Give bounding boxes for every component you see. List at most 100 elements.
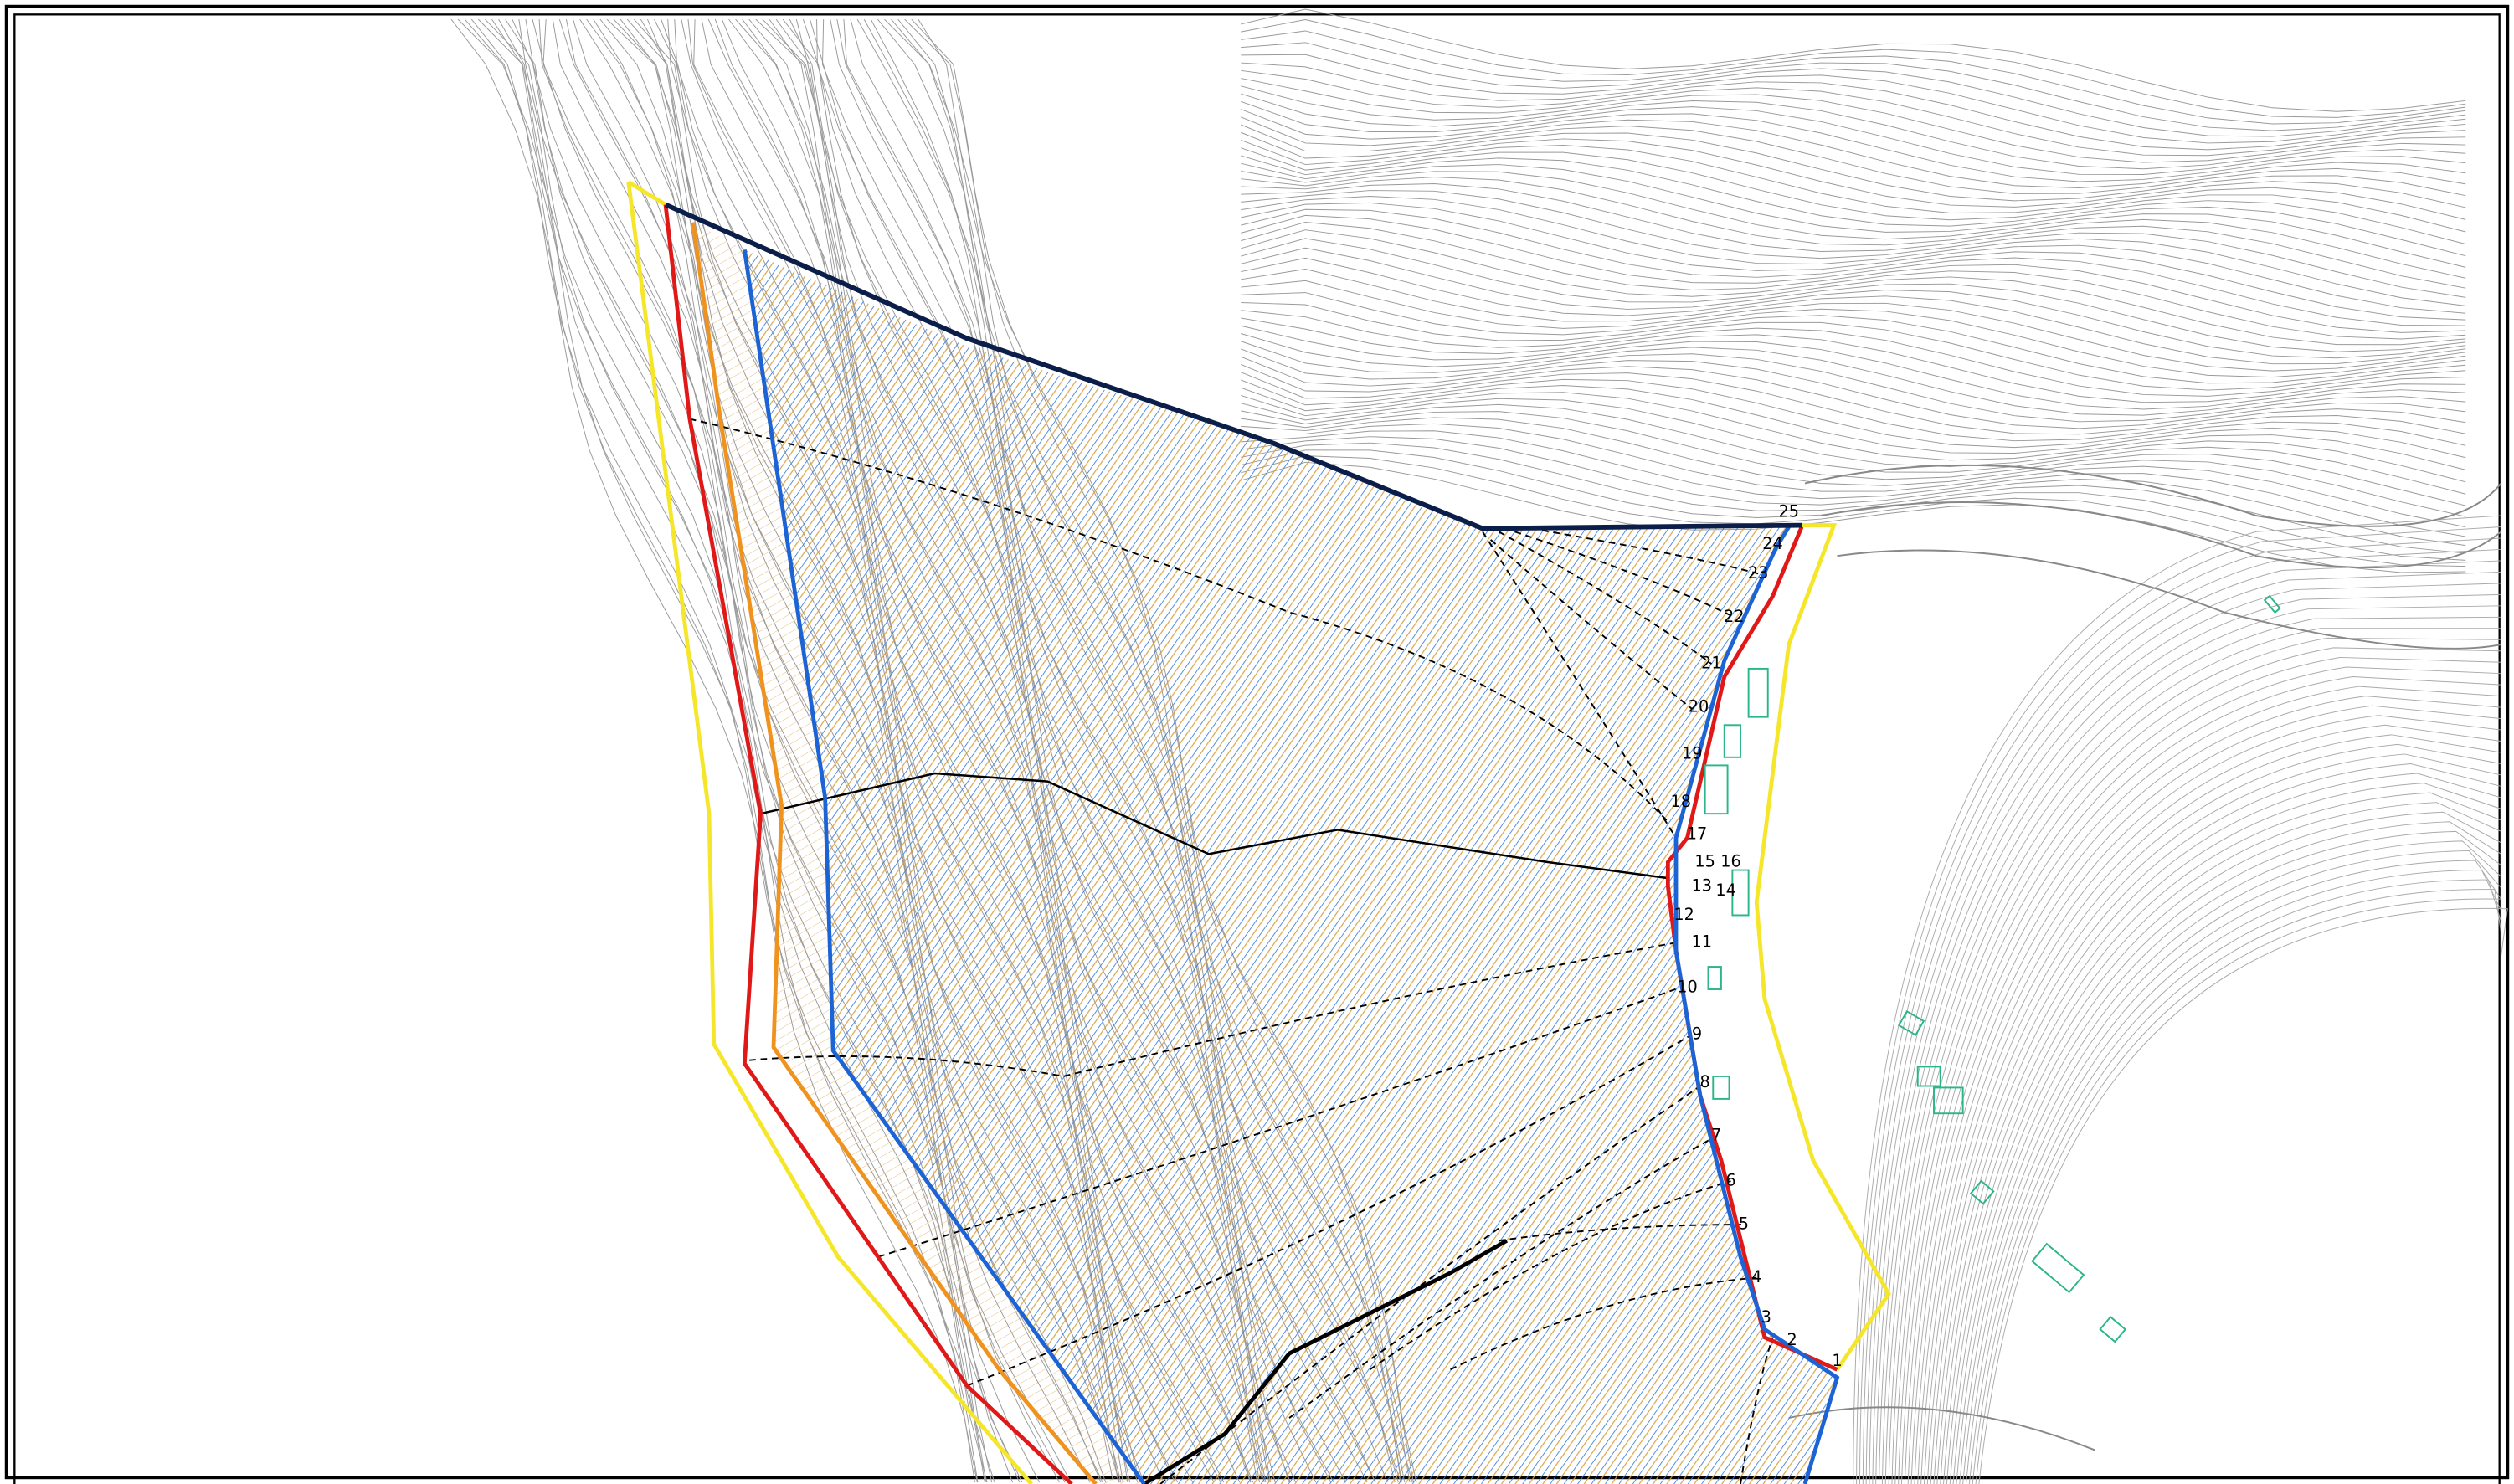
contour [1241,333,2466,410]
contour [1884,628,2501,1484]
section-line [760,772,1668,880]
blue-boundary [1673,526,1840,1484]
section-label: 9 [1692,1024,1702,1043]
contour [1241,109,2466,182]
contour [1959,850,2501,1484]
orange-boundary [691,222,1098,1484]
contour [1241,356,2466,429]
contour [1956,840,2501,1484]
contour [1241,208,2466,321]
contour [1946,811,2501,1484]
contour [1949,821,2501,1484]
contour [1241,177,2466,279]
contour [1241,124,2466,194]
contour [1898,666,2501,1484]
contour [1241,182,2466,289]
contour [1241,398,2466,483]
contour [1975,898,2502,1484]
section-lines [689,418,1774,1484]
blue-boundary [742,249,1146,1484]
contour [1943,802,2501,1484]
inner-frame [13,13,2501,1484]
boundary-line [1143,1239,1509,1484]
section-label: 10 [1677,978,1697,997]
contour [1862,548,2501,1484]
contour [1241,190,2466,298]
contour [1241,202,2466,314]
section-label: 20 [1689,697,1709,716]
hatched-area [744,249,1838,1484]
red-boundary [663,204,1073,1484]
contour [1968,879,2502,1484]
contour [1241,348,2466,423]
contour [1894,656,2501,1484]
contour [1241,378,2466,449]
contour [1888,637,2501,1484]
contour [1241,384,2466,459]
section-label: 17 [1687,824,1707,844]
contour [1241,18,2466,118]
contour [1241,247,2466,352]
contour [1241,292,2466,378]
section-label: 1 [1832,1351,1842,1370]
section-label: 6 [1725,1171,1735,1190]
contour [1940,792,2501,1484]
contour [1241,100,2466,175]
contour [1241,78,2466,157]
contour [1972,889,2502,1484]
contour [1241,436,2466,547]
contour [1241,229,2466,340]
buildings [1704,594,2281,1343]
contour [1917,724,2501,1484]
contour [1904,686,2501,1484]
contour [1241,131,2466,202]
contour [1881,616,2501,1484]
contour [1859,537,2501,1484]
contour [1241,164,2466,257]
contour [1865,560,2501,1484]
section-label: 21 [1701,654,1721,673]
contour [1914,715,2501,1484]
road [1788,464,2502,1451]
section-label: 3 [1761,1307,1771,1327]
contour [1872,583,2501,1484]
contour [1241,85,2466,163]
contour [1241,93,2466,170]
contour [1241,449,2466,561]
section-label: 12 [1673,905,1694,924]
contour [1241,310,2466,391]
contour [1910,705,2501,1484]
contour [1241,403,2466,495]
contour [1952,830,2501,1484]
contour [1869,571,2501,1484]
contour [1241,257,2466,359]
contour [1891,647,2501,1484]
section-label: 14 [1715,881,1735,900]
contour [1241,317,2466,397]
contour [1241,392,2466,470]
contour [1241,116,2466,188]
contour [1920,734,2501,1484]
outer-boundary [627,180,667,207]
section-label: 23 [1748,563,1768,583]
contour [1241,138,2466,208]
contour [1241,325,2466,403]
contour [1936,783,2501,1484]
contour [1241,171,2466,268]
section-label: 2 [1787,1330,1797,1349]
contour [1241,157,2466,245]
section-label: 13 [1692,876,1712,895]
section-label: 15 [1694,851,1715,870]
section-label: 22 [1724,607,1744,626]
section-label: 7 [1711,1126,1721,1145]
contour [1241,221,2466,333]
contour [1962,860,2502,1484]
contour [1241,461,2466,573]
contour [1241,30,2466,125]
contour [1241,62,2466,144]
contour [1875,593,2501,1484]
contour [1241,268,2466,365]
contour [1241,455,2466,567]
